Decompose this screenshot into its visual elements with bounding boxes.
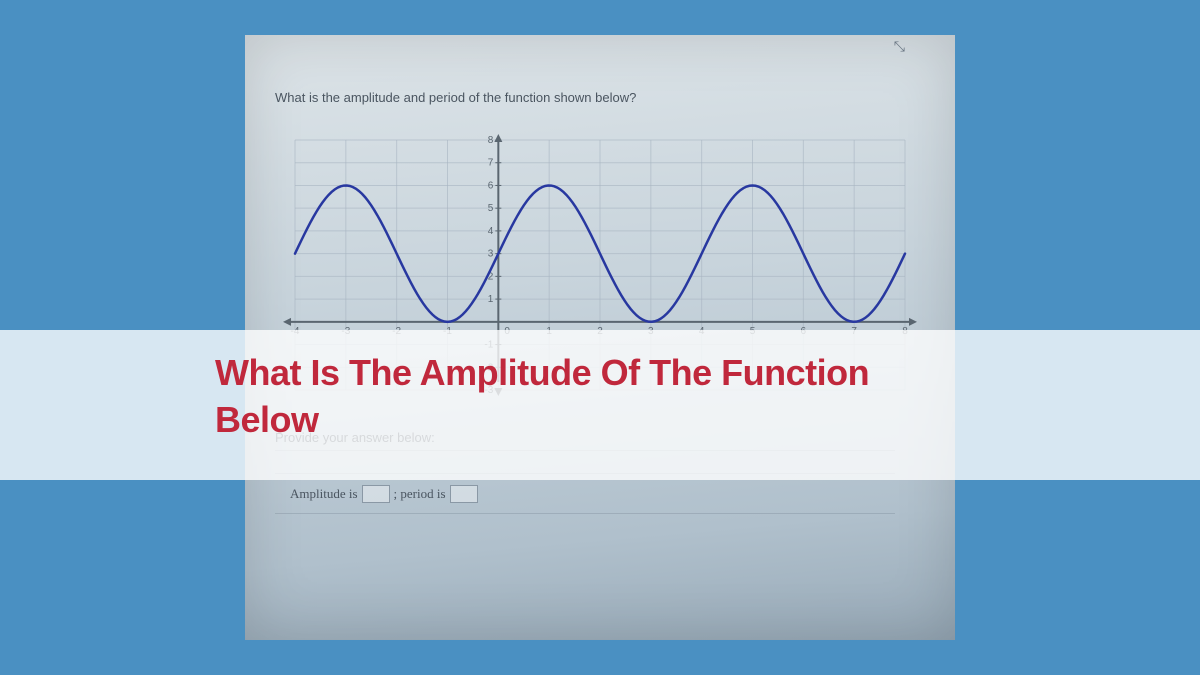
title-line2: Below [215, 399, 319, 440]
svg-text:6: 6 [488, 180, 494, 191]
amplitude-input[interactable] [362, 485, 390, 503]
divider [275, 513, 895, 514]
svg-text:4: 4 [488, 226, 494, 237]
title-line1: What Is The Amplitude Of The Function [215, 352, 869, 393]
period-input[interactable] [450, 485, 478, 503]
amplitude-label: Amplitude is [290, 486, 358, 502]
answer-row: Amplitude is ; period is [290, 485, 478, 503]
svg-text:1: 1 [488, 294, 494, 305]
svg-text:5: 5 [488, 203, 494, 214]
svg-text:8: 8 [488, 135, 494, 146]
svg-text:3: 3 [488, 249, 494, 260]
period-label: ; period is [394, 486, 446, 502]
question-text: What is the amplitude and period of the … [275, 90, 636, 105]
svg-text:7: 7 [488, 158, 494, 169]
title-overlay-text: What Is The Amplitude Of The Function Be… [215, 350, 869, 444]
cursor-icon: ⤡ [894, 38, 905, 55]
